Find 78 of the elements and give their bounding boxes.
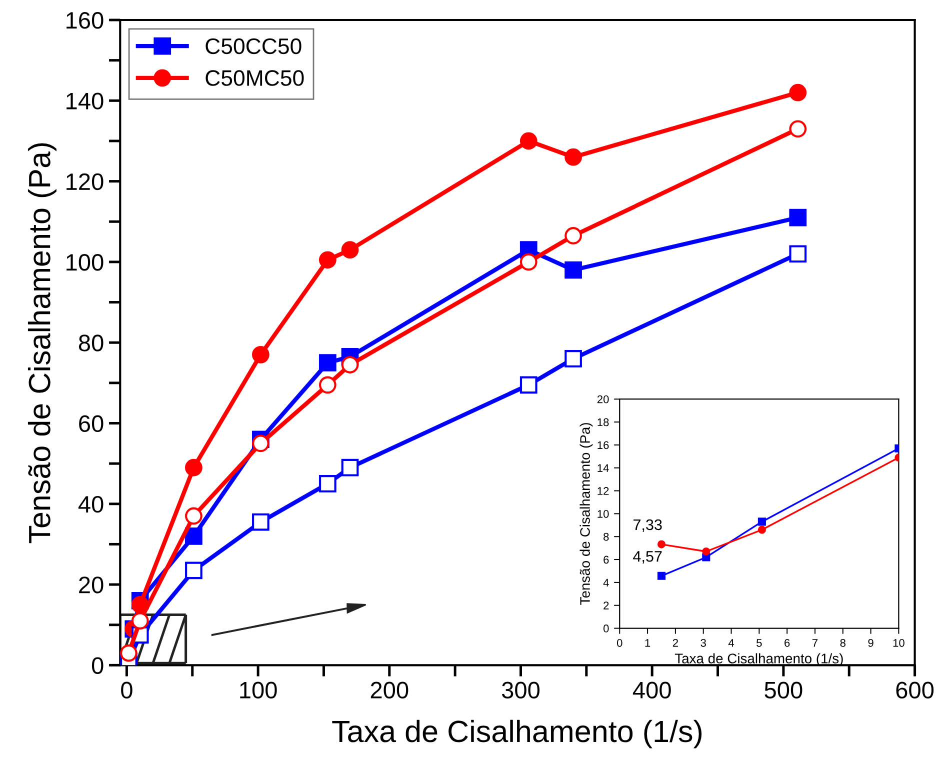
point	[341, 356, 359, 374]
annotation: 4,57	[633, 551, 662, 564]
y-axis-title: Tensão de Cisalhamento (Pa)	[28, 143, 56, 544]
y-tick-label: 100	[66, 254, 104, 271]
point	[564, 350, 582, 368]
point	[520, 132, 538, 150]
point	[758, 526, 766, 534]
point	[185, 562, 202, 580]
point	[789, 120, 807, 138]
point	[657, 572, 666, 580]
x-tick-label: 200	[370, 682, 408, 698]
y-tick-label: 20	[79, 576, 104, 594]
annotation: 7,33	[634, 519, 662, 532]
y-axis-title: Tensão de Cisalhamento (Pa)	[580, 423, 593, 605]
point	[252, 513, 270, 531]
x-tick-label: 7	[812, 639, 818, 647]
legend-label: C50MC50	[206, 70, 304, 86]
x-axis-title: Taxa de Cisalhamento (1/s)	[674, 653, 843, 666]
x-tick-label: 0	[121, 682, 132, 698]
x-tick-label: 500	[764, 682, 802, 698]
y-tick-label: 18	[598, 418, 609, 426]
point	[789, 245, 807, 263]
point	[789, 208, 807, 226]
x-tick-label: 3	[700, 638, 706, 647]
y-tick-label: 12	[598, 487, 609, 495]
point	[657, 540, 666, 548]
legend-label: C50CC50	[206, 38, 302, 54]
x-tick-label: 6	[784, 638, 790, 647]
point	[185, 458, 202, 476]
point	[120, 644, 138, 662]
point	[520, 376, 538, 394]
point	[789, 84, 807, 102]
x-tick-label: 0	[616, 638, 622, 647]
y-tick-label: 8	[604, 532, 609, 541]
x-tick-label: 9	[868, 638, 874, 647]
y-tick-label: 0	[603, 624, 609, 632]
x-tick-label: 8	[840, 638, 846, 647]
point	[341, 458, 359, 476]
x-tick-label: 300	[502, 682, 540, 698]
point	[131, 612, 149, 630]
y-tick-label: 40	[78, 496, 104, 513]
x-axis-title: Taxa de Cisalhamento (1/s)	[332, 720, 702, 748]
x-tick-label: 1	[645, 639, 650, 647]
x-tick-label: 5	[756, 639, 762, 647]
y-tick-label: 2	[604, 602, 609, 610]
point	[564, 227, 582, 244]
y-tick-label: 16	[598, 441, 609, 450]
y-tick-label: 160	[66, 12, 104, 29]
x-tick-label: 600	[896, 682, 934, 698]
point	[702, 547, 710, 556]
x-tick-label: 400	[632, 682, 671, 698]
y-tick-label: 60	[79, 415, 104, 432]
point	[185, 527, 202, 545]
point	[564, 261, 582, 279]
point	[341, 241, 359, 259]
point	[758, 518, 766, 526]
point	[252, 434, 270, 452]
y-tick-label: 0	[92, 657, 104, 674]
y-tick-label: 140	[66, 92, 104, 110]
point	[564, 148, 582, 166]
point	[318, 376, 336, 394]
y-tick-label: 4	[603, 578, 609, 586]
x-tick-label: 2	[672, 638, 678, 647]
point	[318, 475, 336, 492]
point	[520, 253, 538, 271]
y-tick-label: 80	[78, 334, 104, 352]
y-tick-label: 120	[66, 173, 104, 190]
x-tick-label: 4	[728, 639, 734, 647]
point	[318, 354, 336, 372]
point	[252, 346, 270, 364]
x-tick-label: 10	[893, 638, 904, 647]
point	[318, 251, 336, 269]
y-tick-label: 10	[598, 510, 609, 518]
point	[185, 507, 202, 525]
y-tick-label: 6	[604, 556, 609, 564]
y-tick-label: 14	[598, 464, 609, 472]
x-tick-label: 100	[240, 682, 277, 698]
y-tick-label: 20	[597, 395, 609, 404]
